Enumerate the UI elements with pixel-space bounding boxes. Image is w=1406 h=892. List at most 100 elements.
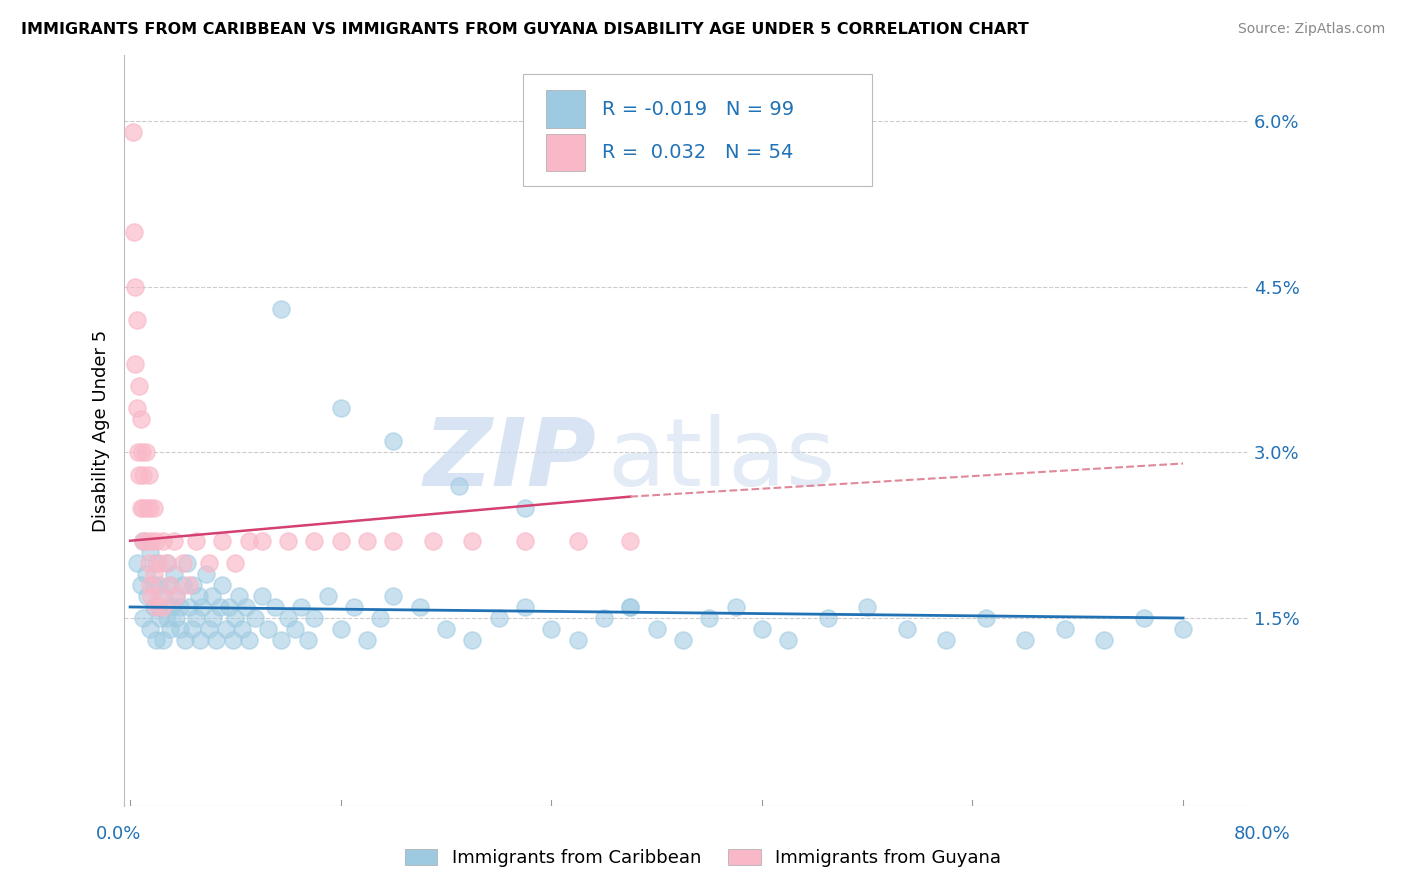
Point	[304, 533, 326, 548]
Point	[148, 578, 170, 592]
Point	[184, 533, 207, 548]
Point	[124, 357, 146, 371]
Point	[724, 599, 747, 614]
Point	[228, 589, 250, 603]
Point	[270, 633, 292, 648]
Point	[243, 611, 266, 625]
Point	[461, 633, 484, 648]
Point	[257, 622, 280, 636]
Point	[132, 611, 155, 625]
Point	[142, 578, 165, 592]
Point	[181, 578, 204, 592]
Text: ZIP: ZIP	[423, 415, 596, 507]
Point	[304, 611, 326, 625]
Point	[176, 556, 198, 570]
Point	[139, 500, 162, 515]
Point	[162, 566, 184, 581]
Text: IMMIGRANTS FROM CARIBBEAN VS IMMIGRANTS FROM GUYANA DISABILITY AGE UNDER 5 CORRE: IMMIGRANTS FROM CARIBBEAN VS IMMIGRANTS …	[21, 22, 1029, 37]
Point	[128, 467, 150, 482]
Point	[135, 566, 157, 581]
Point	[121, 125, 143, 139]
Point	[593, 611, 616, 625]
Point	[172, 578, 194, 592]
Point	[142, 566, 165, 581]
Point	[382, 533, 405, 548]
Point	[277, 533, 299, 548]
Point	[290, 599, 312, 614]
Point	[152, 633, 174, 648]
Point	[138, 467, 160, 482]
Point	[195, 566, 218, 581]
Y-axis label: Disability Age Under 5: Disability Age Under 5	[93, 329, 110, 532]
Point	[160, 599, 183, 614]
Point	[136, 500, 159, 515]
Point	[224, 556, 246, 570]
Point	[142, 500, 165, 515]
Point	[368, 611, 391, 625]
Point	[132, 533, 155, 548]
Point	[141, 589, 163, 603]
Point	[434, 622, 457, 636]
Point	[896, 622, 918, 636]
Point	[145, 633, 167, 648]
Point	[250, 589, 273, 603]
Point	[619, 599, 641, 614]
Point	[513, 533, 536, 548]
Point	[172, 556, 194, 570]
Point	[139, 622, 162, 636]
Point	[125, 313, 148, 327]
Text: 80.0%: 80.0%	[1234, 825, 1291, 843]
Point	[125, 401, 148, 416]
Point	[218, 599, 240, 614]
Point	[408, 599, 430, 614]
Point	[138, 556, 160, 570]
Point	[156, 556, 179, 570]
Point	[145, 556, 167, 570]
Point	[238, 533, 260, 548]
Point	[159, 578, 181, 592]
Point	[179, 578, 201, 592]
Point	[356, 633, 378, 648]
Point	[343, 599, 366, 614]
Point	[751, 622, 773, 636]
Point	[672, 633, 695, 648]
Point	[619, 599, 641, 614]
Point	[204, 633, 226, 648]
Point	[145, 599, 167, 614]
Point	[856, 599, 879, 614]
Point	[165, 589, 187, 603]
Point	[329, 533, 352, 548]
Point	[356, 533, 378, 548]
Point	[145, 533, 167, 548]
Point	[139, 545, 162, 559]
Point	[142, 599, 165, 614]
Point	[148, 599, 170, 614]
Point	[132, 500, 155, 515]
Text: Source: ZipAtlas.com: Source: ZipAtlas.com	[1237, 22, 1385, 37]
Point	[567, 633, 589, 648]
Point	[152, 533, 174, 548]
Point	[124, 280, 146, 294]
Point	[1171, 622, 1194, 636]
Point	[148, 556, 170, 570]
Text: 0.0%: 0.0%	[96, 825, 141, 843]
Point	[156, 556, 179, 570]
Point	[645, 622, 668, 636]
Point	[159, 622, 181, 636]
Point	[179, 599, 201, 614]
Point	[382, 589, 405, 603]
Point	[817, 611, 839, 625]
FancyBboxPatch shape	[523, 74, 872, 186]
Point	[1014, 633, 1036, 648]
Text: atlas: atlas	[607, 415, 835, 507]
Point	[264, 599, 287, 614]
Point	[198, 622, 221, 636]
Point	[198, 556, 221, 570]
Point	[129, 412, 152, 426]
Point	[211, 578, 233, 592]
Point	[202, 611, 225, 625]
Point	[141, 533, 163, 548]
Point	[778, 633, 800, 648]
Bar	[546, 134, 585, 171]
Point	[129, 500, 152, 515]
